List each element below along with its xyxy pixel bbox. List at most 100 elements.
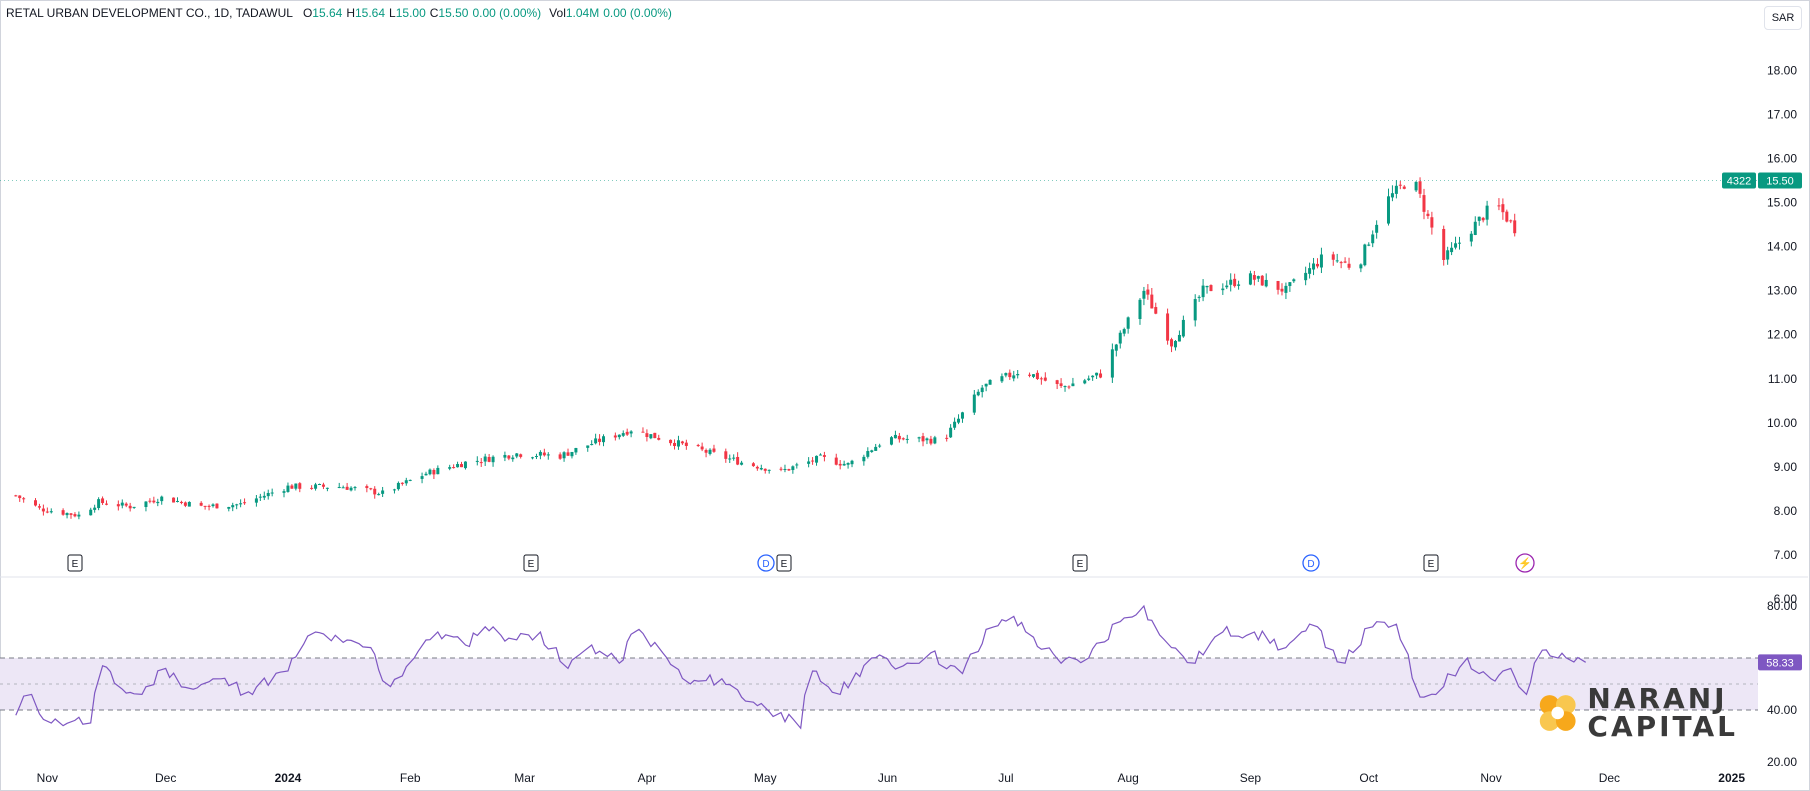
candle-body: [1122, 329, 1126, 334]
candle-body: [199, 502, 203, 506]
candle-body: [1004, 373, 1008, 376]
candle-body: [1422, 195, 1426, 212]
candle-body: [215, 503, 219, 509]
candle-body: [1367, 244, 1371, 246]
volume-change: 0.00 (0.00%): [603, 6, 672, 20]
price-badge-label: 15.50: [1766, 176, 1794, 188]
price-tick-label: 7.00: [1774, 548, 1798, 562]
candle-body: [732, 457, 736, 459]
candle-body: [262, 495, 266, 498]
candle-body: [310, 487, 314, 489]
candle-body: [1091, 375, 1095, 378]
candle-body: [353, 487, 357, 489]
candle-body: [507, 455, 511, 459]
rsi-tick-label: 80.00: [1767, 599, 1797, 613]
candle-body: [1067, 386, 1071, 388]
candle-body: [101, 498, 105, 504]
candle-body: [893, 434, 897, 439]
candle-body: [211, 504, 215, 507]
candle-body: [1095, 372, 1099, 376]
candle-body: [1450, 247, 1454, 253]
candle-body: [680, 441, 684, 444]
candle-body: [160, 496, 164, 502]
candle-body: [811, 460, 815, 462]
candle-body: [1304, 272, 1308, 281]
candle-body: [538, 451, 542, 456]
low-label: L: [389, 6, 396, 20]
price-tick-label: 17.00: [1767, 107, 1797, 121]
candle-body: [1126, 317, 1130, 329]
candle-body: [1201, 285, 1205, 298]
candle-body: [901, 438, 905, 440]
candle-body: [503, 454, 507, 458]
candle-body: [897, 435, 901, 440]
candle-body: [1173, 340, 1177, 348]
candle-body: [1315, 263, 1319, 267]
candle-body: [1016, 373, 1020, 376]
candle-body: [156, 501, 160, 504]
candle-body: [1386, 196, 1390, 224]
close-label: C: [429, 6, 439, 20]
earnings-marker: [1072, 554, 1088, 572]
price-tick-label: 8.00: [1774, 504, 1798, 518]
candle-body: [105, 503, 109, 505]
price-badge: [1758, 172, 1802, 189]
candle-body: [231, 505, 235, 508]
symbol-title[interactable]: RETAL URBAN DEVELOPMENT CO., 1D, TADAWUL: [6, 6, 293, 20]
countdown-label: 4322: [1727, 176, 1751, 188]
candle-body: [116, 504, 120, 507]
candle-body: [1335, 260, 1339, 262]
currency-button[interactable]: SAR: [1764, 6, 1802, 30]
candle-body: [1071, 383, 1075, 387]
candle-body: [1197, 296, 1201, 298]
candle-body: [1166, 313, 1170, 341]
earnings-marker: [776, 554, 792, 572]
candle-body: [645, 433, 649, 437]
dividend-marker: [1302, 554, 1320, 572]
candle-body: [239, 503, 243, 505]
candle-body: [933, 437, 937, 444]
candle-body: [625, 431, 629, 435]
candle-body: [392, 489, 396, 491]
candle-body: [846, 462, 850, 465]
candle-body: [479, 462, 483, 464]
candle-body: [791, 466, 795, 471]
candle-body: [1481, 217, 1485, 221]
candle-body: [957, 418, 961, 423]
candle-body: [369, 488, 373, 490]
candle-body: [1454, 243, 1458, 248]
candle-body: [452, 467, 456, 469]
candle-body: [258, 496, 262, 498]
earnings-marker-label: E: [1077, 559, 1084, 570]
candle-body: [207, 505, 211, 507]
candle-body: [838, 463, 842, 466]
candle-body: [97, 499, 101, 509]
candle-body: [870, 450, 874, 452]
candle-body: [1110, 349, 1114, 378]
candle-body: [1252, 275, 1256, 280]
candle-body: [1031, 374, 1035, 377]
candle-body: [183, 502, 187, 506]
candle-body: [542, 452, 546, 456]
high-value: 15.64: [355, 6, 386, 20]
candle-body: [1260, 275, 1264, 286]
countdown-badge: [1722, 172, 1756, 189]
dividend-marker: [757, 554, 775, 572]
candle-body: [945, 437, 949, 439]
candle-body: [65, 513, 69, 516]
candle-body: [321, 484, 325, 487]
candle-body: [22, 498, 26, 500]
candle-body: [917, 437, 921, 439]
candle-body: [1477, 216, 1481, 221]
naranj-capital-logo: NARANJ CAPITAL: [1538, 676, 1738, 750]
rsi-line: [15, 604, 1587, 730]
candle-body: [120, 502, 124, 506]
price-tick-label: 9.00: [1774, 460, 1798, 474]
candle-body: [574, 447, 578, 453]
candle-body: [420, 476, 424, 479]
earnings-marker: [523, 554, 539, 572]
candle-body: [1375, 224, 1379, 233]
candle-body: [448, 467, 452, 469]
rsi-tick-label: 40.00: [1767, 703, 1797, 717]
